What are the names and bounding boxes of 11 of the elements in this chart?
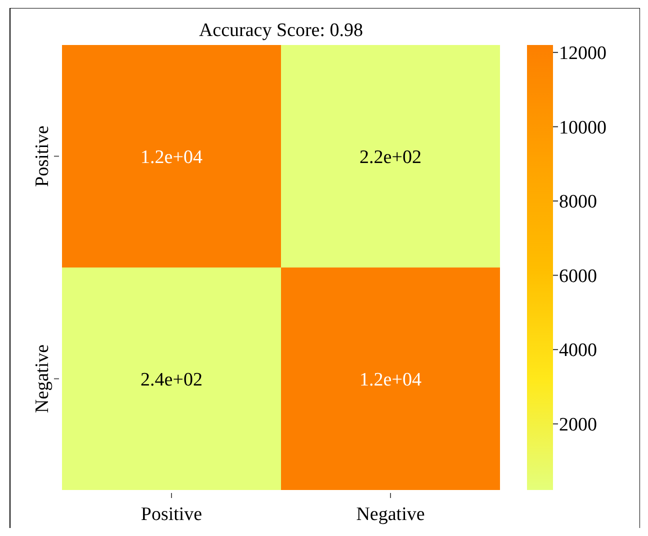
color-bar-label: 8000	[559, 192, 597, 213]
color-bar-label: 10000	[559, 117, 606, 138]
color-bar-label: 6000	[559, 266, 597, 287]
color-bar-label: 12000	[559, 43, 606, 64]
data-label: 1.2e+04	[360, 369, 422, 390]
data-label: 2.2e+02	[360, 146, 422, 168]
chart-title: Accuracy Score: 0.98	[198, 20, 364, 41]
data-label: 1.2e+04	[140, 146, 203, 168]
color-bar-label: 2000	[559, 414, 597, 436]
color-bar-label: 4000	[559, 340, 597, 362]
data-label: 2.4e+02	[140, 369, 202, 390]
